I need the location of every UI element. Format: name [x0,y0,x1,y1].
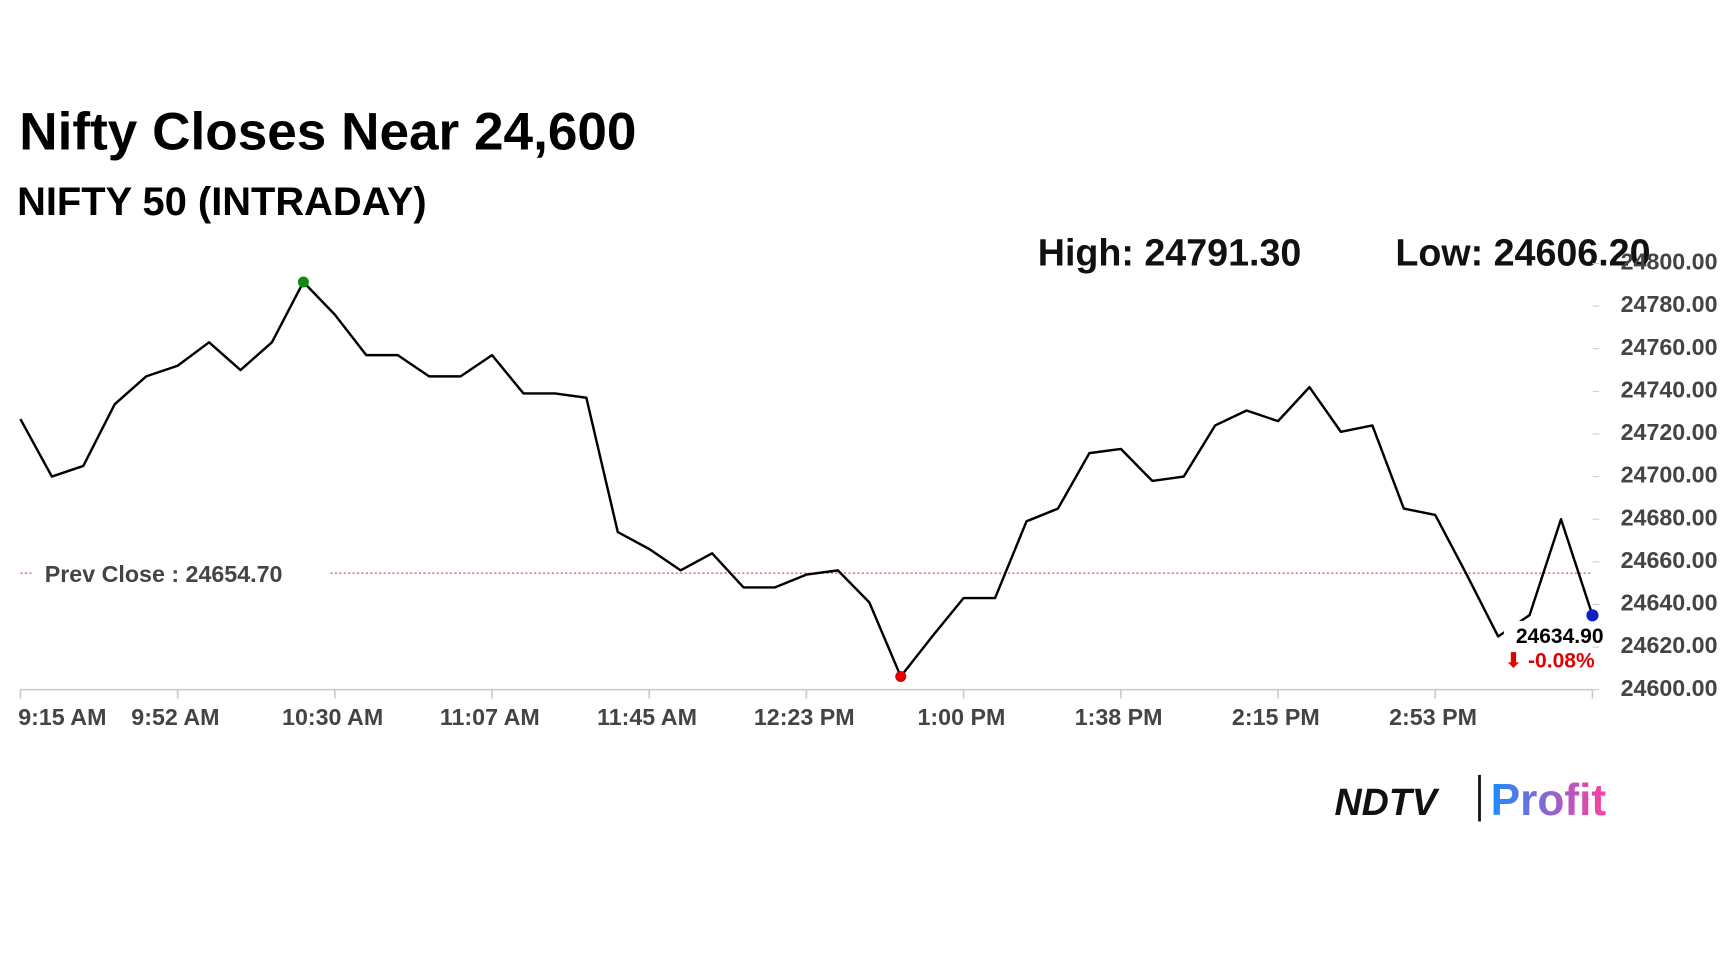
y-tick-label: 24600.00 [1621,675,1718,701]
chart-title: Nifty Closes Near 24,600 [19,102,636,161]
prev-close-label-bg [33,555,329,589]
y-tick-label: 24760.00 [1621,334,1718,360]
y-tick-label: 24800.00 [1621,249,1718,275]
logo-brand: NDTV [1335,781,1440,823]
y-tick-label: 24720.00 [1621,419,1718,445]
x-tick-label: 1:00 PM [918,704,1006,730]
y-tick-label: 24640.00 [1621,590,1718,616]
last-label-bg [1503,620,1589,674]
x-tick-label: 11:07 AM [440,704,540,730]
y-tick-label: 24700.00 [1621,462,1718,488]
low-label: Low: 24606.20 [1395,232,1650,274]
x-tick-label: 10:30 AM [282,704,383,730]
x-tick-label: 11:45 AM [597,704,697,730]
y-tick-label: 24780.00 [1621,291,1718,317]
price-line [19,280,1594,678]
y-tick-label: 24620.00 [1621,632,1718,658]
y-tick-label: 24740.00 [1621,376,1718,402]
x-tick-label: 2:15 PM [1232,704,1320,730]
y-tick-label: 24680.00 [1621,504,1718,530]
last-marker [1586,609,1599,622]
chart-subtitle: NIFTY 50 (INTRADAY) [17,180,427,224]
logo-product: Profit [1491,776,1607,825]
high-label: High: 24791.30 [1038,232,1302,274]
x-tick-label: 9:15 AM [18,704,106,730]
y-tick-label: 24660.00 [1621,547,1718,573]
x-tick-label: 1:38 PM [1075,704,1163,730]
low-marker [895,670,907,683]
last-value-label: 24634.90 [1516,625,1604,648]
x-tick-label: 2:53 PM [1389,704,1477,730]
prev-close-label: Prev Close : 24654.70 [45,561,283,587]
change-label: ⬇ -0.08% [1505,649,1595,672]
high-marker [297,276,309,288]
x-tick-label: 9:52 AM [131,704,219,730]
x-tick-label: 12:23 PM [754,704,855,730]
